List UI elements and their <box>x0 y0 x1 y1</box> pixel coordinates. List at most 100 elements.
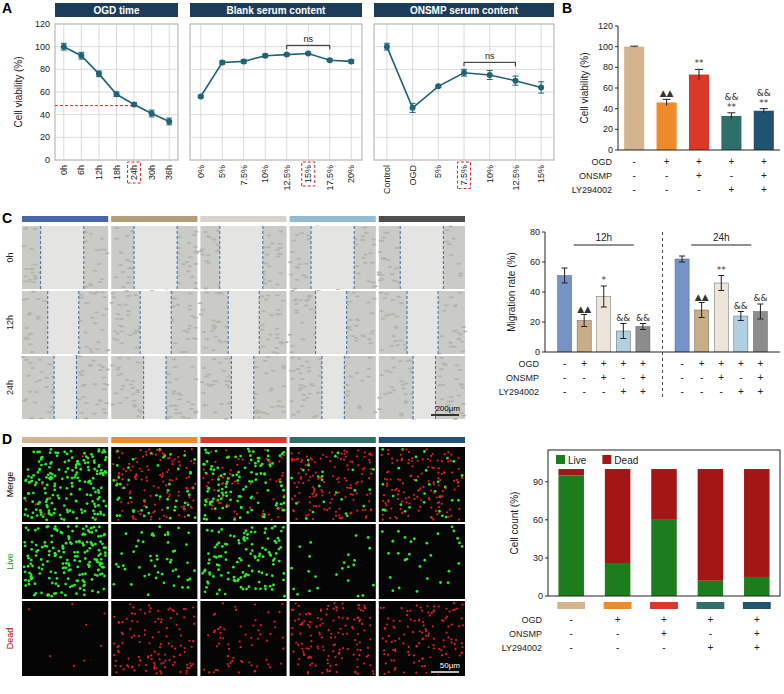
live-cell <box>250 471 253 474</box>
dead-cell <box>275 480 277 482</box>
dead-cell <box>167 457 169 459</box>
dead-cell <box>283 454 285 456</box>
tick-label: 100 <box>35 42 50 52</box>
texture <box>193 327 198 329</box>
condition-label: OGD <box>518 359 539 369</box>
dead-cell <box>132 516 134 518</box>
dead-cell <box>281 475 283 477</box>
texture <box>23 275 28 277</box>
dead-cell <box>112 463 114 465</box>
highlight-box <box>128 162 141 183</box>
live-cell <box>71 477 74 480</box>
texture <box>381 237 386 239</box>
texture <box>354 265 359 267</box>
plot-marks <box>384 43 544 112</box>
dead-cell <box>233 516 235 518</box>
dead-cell <box>262 510 264 512</box>
texture <box>391 389 396 391</box>
live-cell <box>169 517 172 520</box>
condition-sign: + <box>738 358 744 369</box>
texture <box>26 375 31 377</box>
condition-sign: - <box>662 642 665 653</box>
texture <box>193 317 198 319</box>
dead-cell <box>266 458 268 460</box>
row-label: 0h <box>5 252 15 262</box>
wound-gap <box>220 226 263 289</box>
texture <box>137 409 142 411</box>
live-cell <box>41 456 44 459</box>
texture <box>118 264 123 266</box>
plot-marks <box>55 43 172 125</box>
dead-cell <box>238 458 240 460</box>
texture <box>266 356 271 358</box>
condition-sign: - <box>680 372 683 383</box>
error-bar <box>699 303 705 318</box>
texture <box>98 364 103 366</box>
texture <box>190 366 195 368</box>
dead-cell <box>269 479 271 481</box>
wound-edge <box>76 356 77 419</box>
condition-sign: + <box>707 642 713 653</box>
texture <box>177 398 182 400</box>
grid-line <box>190 46 362 47</box>
texture <box>110 365 115 367</box>
condition-label: LY294002 <box>499 387 539 397</box>
texture <box>171 390 176 392</box>
tick-label: 36h <box>164 165 174 180</box>
wound-edge <box>40 226 41 289</box>
dead-cell <box>179 464 181 466</box>
plot-marks <box>624 46 774 150</box>
live-cell <box>127 479 130 482</box>
error-bar <box>166 118 172 125</box>
live-cell <box>210 465 213 468</box>
texture <box>390 273 395 275</box>
condition-label: ONSMP <box>579 171 612 181</box>
condition-sign: + <box>696 170 702 181</box>
texture <box>309 383 314 385</box>
error-bar <box>149 110 155 117</box>
wound-edge <box>354 226 355 289</box>
texture <box>292 300 297 302</box>
texture <box>393 340 398 342</box>
texture <box>394 268 399 270</box>
live-cell <box>189 472 192 475</box>
live-cell <box>282 489 285 492</box>
title: Blank serum content <box>227 5 327 16</box>
live-cell <box>212 472 215 475</box>
live-cell <box>72 511 75 514</box>
condition-sign: + <box>615 614 621 625</box>
texture <box>299 365 304 367</box>
live-cell <box>263 472 266 475</box>
micrograph <box>111 447 197 522</box>
wound-gap <box>231 356 253 419</box>
texture <box>125 259 130 261</box>
column-header <box>200 216 286 222</box>
live-cell <box>53 512 56 515</box>
live-cell <box>87 466 90 469</box>
live-cell <box>227 477 230 480</box>
condition-sign: - <box>570 642 573 653</box>
texture <box>35 318 40 320</box>
bar-segment <box>651 520 677 596</box>
live-cell <box>87 481 90 484</box>
texture <box>391 335 396 337</box>
dead-cell <box>186 467 188 469</box>
texture <box>380 318 385 320</box>
texture <box>403 402 408 404</box>
dead-cell <box>150 516 152 518</box>
dead-cell <box>137 510 139 512</box>
live-cell <box>89 494 92 497</box>
condition-sign: - <box>582 372 585 383</box>
dead-cell <box>158 518 160 520</box>
dead-cell <box>146 465 148 467</box>
column-header <box>200 437 286 443</box>
texture <box>306 238 311 240</box>
live-cell <box>96 513 99 516</box>
dead-cell <box>234 510 236 512</box>
tick-label: OGD <box>408 165 418 186</box>
texture <box>449 396 454 398</box>
live-cell <box>220 497 223 500</box>
live-cell <box>75 466 78 469</box>
texture <box>115 318 120 320</box>
dead-cell <box>118 472 120 474</box>
